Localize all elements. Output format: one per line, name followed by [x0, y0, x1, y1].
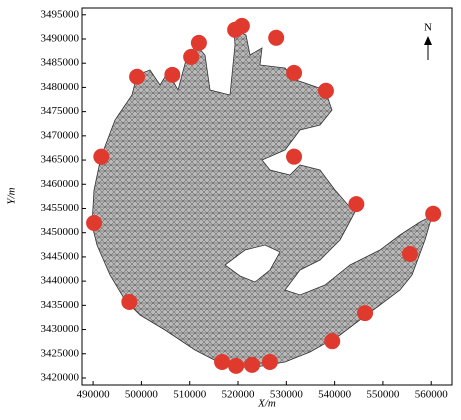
- station-point: [164, 66, 181, 83]
- station-point: [86, 215, 103, 232]
- y-tick-label: 3470000: [41, 129, 80, 141]
- station-point: [244, 356, 261, 373]
- station-point: [425, 205, 442, 222]
- y-axis-label: Y/m: [6, 187, 18, 204]
- x-tick-label: 530000: [270, 389, 304, 401]
- x-tick-label: 490000: [77, 389, 111, 401]
- x-tick-label: 540000: [318, 389, 352, 401]
- station-point: [190, 34, 207, 51]
- x-tick-label: 520000: [222, 389, 256, 401]
- station-point: [357, 305, 374, 322]
- station-point: [401, 246, 418, 263]
- x-tick-label: 560000: [415, 389, 449, 401]
- x-tick-label: 510000: [173, 389, 207, 401]
- y-tick-label: 3475000: [41, 105, 80, 117]
- y-tick-label: 3495000: [41, 8, 80, 20]
- north-arrow-head: [424, 36, 432, 45]
- y-tick-label: 3435000: [41, 299, 80, 311]
- station-point: [268, 29, 285, 46]
- y-tick-label: 3455000: [41, 202, 80, 214]
- north-label: N: [424, 22, 432, 34]
- station-point: [286, 64, 303, 81]
- station-point: [261, 353, 278, 370]
- station-point: [129, 68, 146, 85]
- station-point: [121, 293, 138, 310]
- station-point: [228, 357, 245, 374]
- y-tick-label: 3490000: [41, 33, 80, 45]
- station-point: [286, 148, 303, 165]
- station-point: [233, 17, 250, 34]
- plot-frame: [81, 7, 453, 386]
- station-point: [317, 82, 334, 99]
- y-tick-label: 3460000: [41, 178, 80, 190]
- x-tick-label: 500000: [125, 389, 159, 401]
- y-tick-label: 3445000: [41, 250, 80, 262]
- island: [224, 244, 281, 283]
- y-tick-label: 3465000: [41, 154, 80, 166]
- x-tick-label: 550000: [366, 389, 400, 401]
- y-tick-label: 3420000: [41, 372, 80, 384]
- station-point: [324, 333, 341, 350]
- station-point: [214, 353, 231, 370]
- x-axis-label: X/m: [257, 398, 276, 410]
- station-point: [348, 196, 365, 213]
- y-tick-label: 3440000: [41, 275, 80, 287]
- y-tick-label: 3430000: [41, 323, 80, 335]
- station-point: [93, 148, 110, 165]
- y-tick-label: 3480000: [41, 81, 80, 93]
- y-tick-label: 3425000: [41, 347, 80, 359]
- station-point: [183, 48, 200, 65]
- y-tick-label: 3485000: [41, 57, 80, 69]
- y-tick-label: 3450000: [41, 226, 80, 238]
